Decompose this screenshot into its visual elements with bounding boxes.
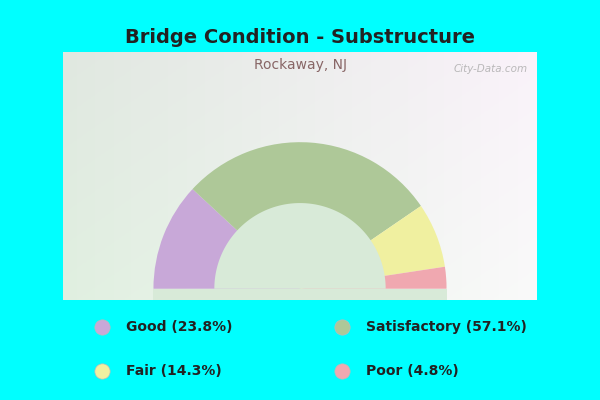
Text: Bridge Condition - Substructure: Bridge Condition - Substructure	[125, 28, 475, 47]
Text: City-Data.com: City-Data.com	[453, 64, 527, 74]
Text: Rockaway, NJ: Rockaway, NJ	[254, 58, 347, 72]
Polygon shape	[154, 289, 446, 300]
Wedge shape	[300, 267, 446, 289]
Wedge shape	[154, 189, 300, 289]
Wedge shape	[300, 206, 445, 289]
Text: Fair (14.3%): Fair (14.3%)	[126, 364, 222, 378]
Polygon shape	[214, 203, 386, 289]
Text: Poor (4.8%): Poor (4.8%)	[366, 364, 459, 378]
Text: Good (23.8%): Good (23.8%)	[126, 320, 233, 334]
Wedge shape	[193, 142, 421, 289]
Text: Satisfactory (57.1%): Satisfactory (57.1%)	[366, 320, 527, 334]
